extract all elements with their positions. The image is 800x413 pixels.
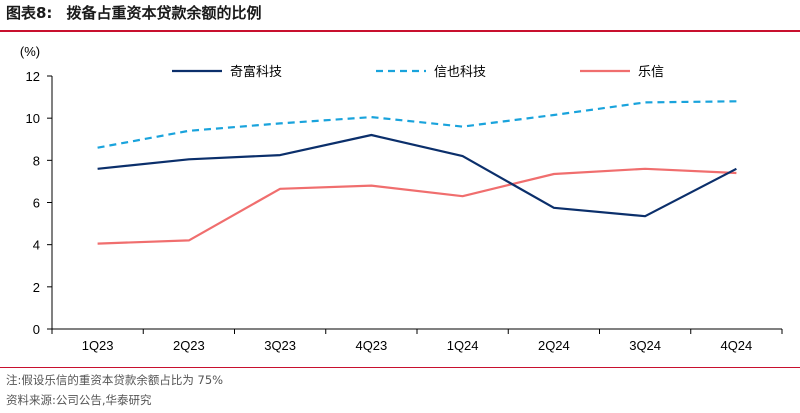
chart-axes: (%) 0 2 4 6 8 10 12 1Q23 2Q23 3Q23 4Q23 1Q24 2Q24 3Q24…	[20, 44, 783, 353]
source-note: 资料来源:公司公告,华泰研究	[6, 393, 152, 407]
figure-label: 图表8:	[6, 4, 53, 22]
figure-title: 图表8: 拨备占重资本贷款余额的比例	[6, 2, 261, 23]
legend-label-3: 乐信	[638, 64, 664, 79]
figure-title-text: 拨备占重资本贷款余额的比例	[66, 4, 262, 22]
y-tick-label: 8	[33, 153, 40, 168]
y-tick-label: 2	[33, 280, 40, 295]
y-tick-label: 6	[33, 196, 40, 211]
chart-legend: 奇富科技 信也科技 乐信	[172, 64, 664, 79]
footer-divider	[0, 367, 800, 368]
y-tick-label: 12	[26, 69, 40, 84]
chart-series	[97, 100, 737, 245]
title-divider	[0, 30, 800, 32]
series-line-2	[97, 100, 737, 149]
footnote: 注:假设乐信的重资本贷款余额占比为 75%	[6, 373, 224, 387]
series-line-1	[97, 133, 737, 218]
x-tick-label: 3Q24	[629, 338, 661, 353]
x-tick-label: 3Q23	[264, 338, 296, 353]
legend-label-2: 信也科技	[434, 64, 486, 79]
x-tick-label: 1Q23	[82, 338, 114, 353]
x-tick-label: 4Q23	[355, 338, 387, 353]
series-line-3	[97, 167, 737, 245]
y-tick-label: 4	[33, 238, 40, 253]
y-tick-label: 0	[33, 322, 40, 337]
x-tick-label: 4Q24	[720, 338, 752, 353]
x-tick-label: 1Q24	[447, 338, 479, 353]
line-chart: (%) 0 2 4 6 8 10 12 1Q23 2Q23 3Q23 4Q23 1Q24 2Q24 3Q24…	[20, 44, 783, 353]
x-tick-label: 2Q23	[173, 338, 205, 353]
y-tick-label: 10	[26, 111, 40, 126]
x-tick-label: 2Q24	[538, 338, 570, 353]
legend-label-1: 奇富科技	[230, 64, 282, 79]
y-axis-label: (%)	[20, 44, 40, 59]
